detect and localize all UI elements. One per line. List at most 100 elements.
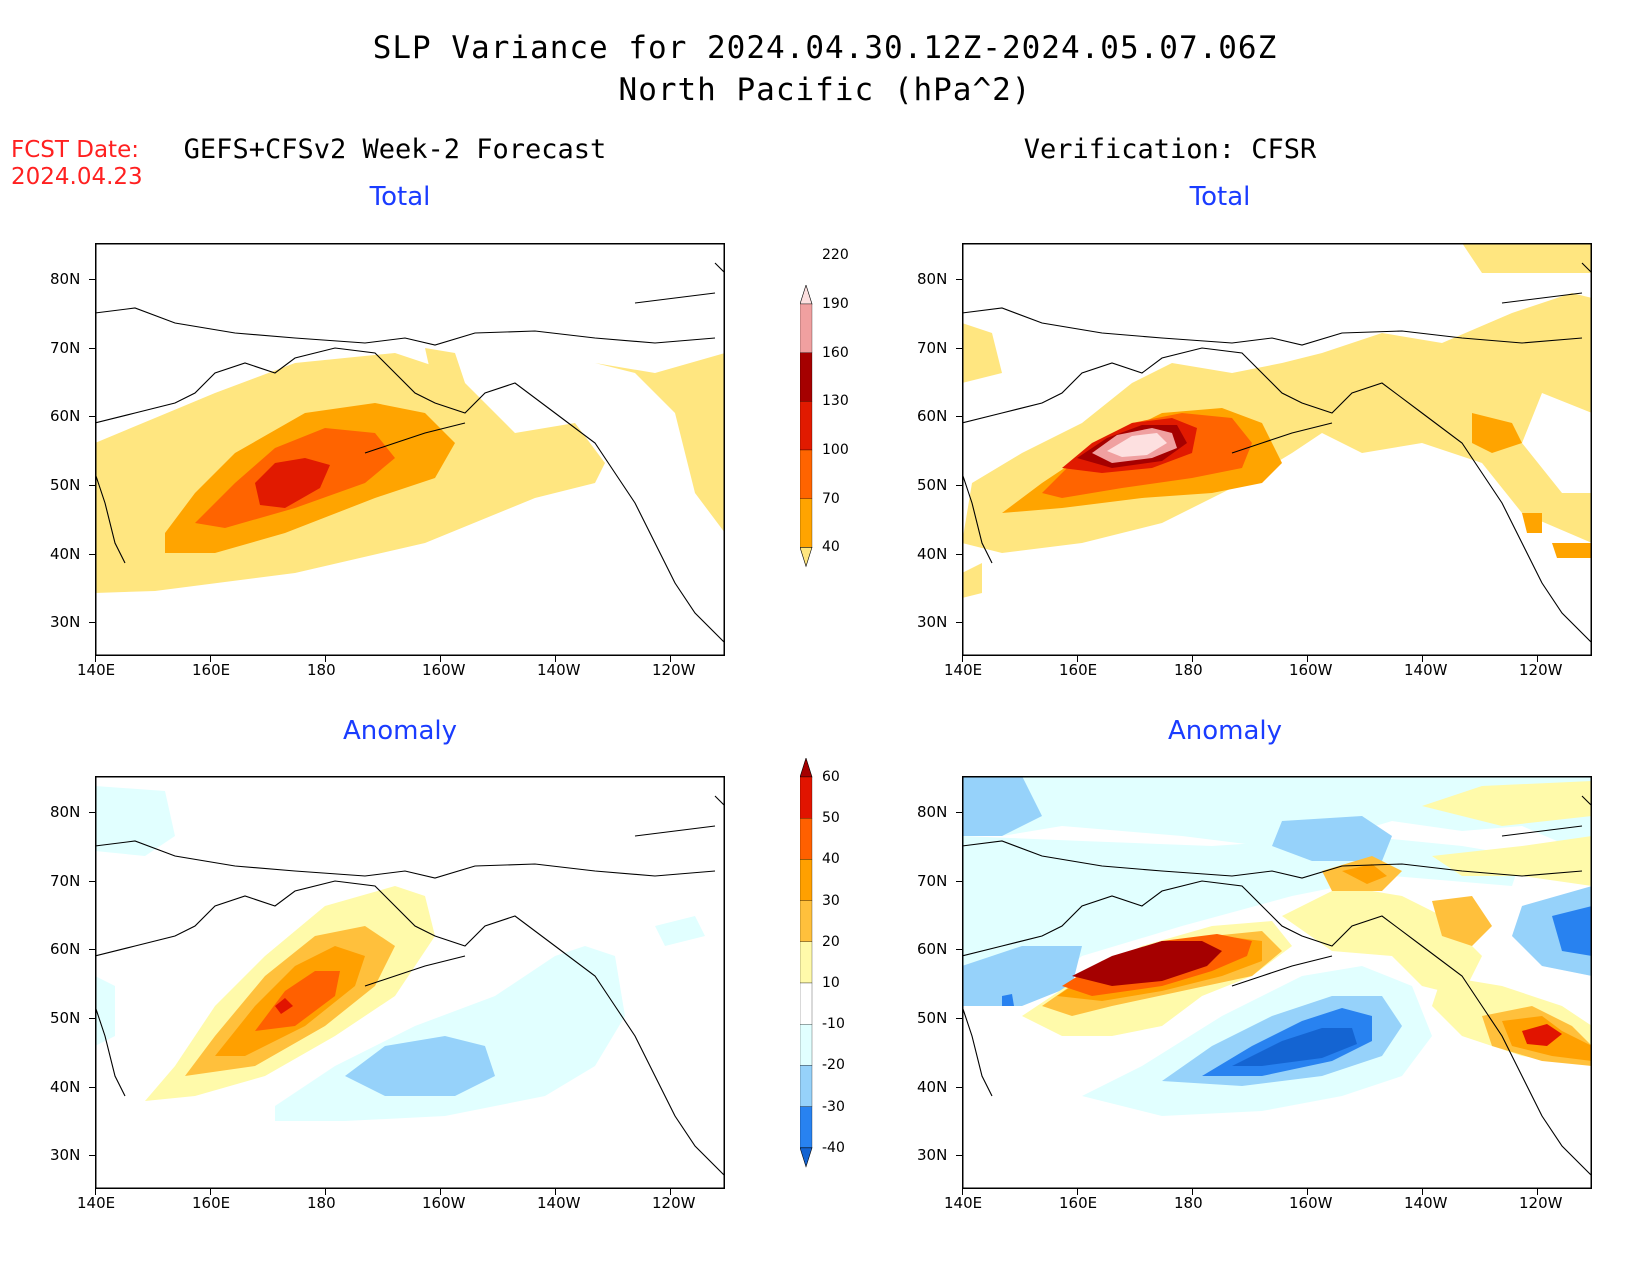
colorbar-total-swatch: [800, 352, 813, 402]
lat-tick-verification-anomaly: [956, 881, 962, 882]
map-panel-forecast-total: [95, 243, 725, 656]
colorbar-total-label: 40: [822, 539, 840, 556]
colorbar-anomaly-swatch: [800, 1024, 813, 1066]
colorbar-total-label: 100: [822, 442, 849, 458]
lat-label-verification-anomaly: 30N: [917, 1146, 948, 1164]
lat-tick-forecast-anomaly: [89, 949, 95, 950]
lat-label-verification-total: 80N: [917, 270, 948, 288]
lat-label-verification-total: 60N: [917, 407, 948, 425]
map-verification-anomaly: [962, 776, 1592, 1189]
lon-tick-forecast-anomaly: [555, 1189, 556, 1195]
lon-label-forecast-total: 180: [307, 661, 336, 679]
lat-tick-verification-total: [956, 485, 962, 486]
colorbar-anomaly-label: -10: [822, 1016, 845, 1033]
lon-tick-forecast-total: [440, 656, 441, 662]
lon-label-forecast-anomaly: 160E: [192, 1194, 231, 1212]
map-forecast-total: [95, 243, 725, 656]
lat-tick-forecast-total: [89, 485, 95, 486]
colorbar-total-label: 190: [822, 296, 849, 312]
lon-label-verification-total: 180: [1174, 661, 1203, 679]
lat-tick-forecast-total: [89, 348, 95, 349]
colorbar-total-label: 70: [822, 490, 840, 507]
lon-label-forecast-anomaly: 120W: [652, 1194, 696, 1212]
colorbar-total-swatches: [800, 285, 813, 568]
lat-label-forecast-anomaly: 60N: [50, 940, 81, 958]
lat-label-verification-total: 50N: [917, 476, 948, 494]
lon-tick-forecast-total: [325, 656, 326, 662]
right-column-title: Verification: CFSR: [1023, 134, 1317, 165]
colorbar-total-label: 160: [822, 344, 849, 361]
lon-tick-forecast-total: [555, 656, 556, 662]
colorbar-anomaly-swatch: [800, 818, 813, 860]
lon-tick-verification-total: [1307, 656, 1308, 662]
lon-label-verification-anomaly: 120W: [1519, 1194, 1563, 1212]
left-column-title: GEFS+CFSv2 Week-2 Forecast: [183, 134, 607, 165]
colorbar-anomaly-swatch: [800, 1065, 813, 1107]
colorbar-anomaly-label: -40: [822, 1139, 845, 1156]
main-title-line2: North Pacific (hPa^2): [618, 72, 1032, 108]
lat-label-verification-anomaly: 50N: [917, 1009, 948, 1027]
lat-label-forecast-anomaly: 30N: [50, 1146, 81, 1164]
lon-label-forecast-total: 140E: [77, 661, 116, 679]
colorbar-anomaly-label: -20: [822, 1057, 845, 1074]
lat-label-forecast-total: 40N: [50, 545, 81, 563]
lon-tick-verification-anomaly: [962, 1189, 963, 1195]
lon-tick-verification-anomaly: [1077, 1189, 1078, 1195]
lat-tick-forecast-anomaly: [89, 881, 95, 882]
colorbar-anomaly-label: 60: [822, 769, 840, 785]
map-panel-verification-anomaly: [962, 776, 1592, 1189]
lon-label-forecast-total: 140W: [537, 661, 581, 679]
lon-tick-forecast-anomaly: [325, 1189, 326, 1195]
colorbar-total-swatch: [800, 401, 813, 451]
lat-label-forecast-total: 70N: [50, 339, 81, 357]
lat-tick-forecast-anomaly: [89, 1155, 95, 1156]
lat-tick-forecast-anomaly: [89, 1018, 95, 1019]
lat-tick-verification-total: [956, 622, 962, 623]
left-top-panel-title: Total: [369, 182, 431, 212]
colorbar-anomaly-label: -30: [822, 1098, 845, 1115]
map-verification-total: [962, 243, 1592, 656]
lon-label-verification-total: 160W: [1289, 661, 1333, 679]
lat-label-forecast-total: 50N: [50, 476, 81, 494]
lat-tick-forecast-total: [89, 279, 95, 280]
lat-label-verification-anomaly: 60N: [917, 940, 948, 958]
lat-label-verification-total: 30N: [917, 613, 948, 631]
colorbar-anomaly-swatches: [800, 758, 813, 1168]
lon-tick-forecast-anomaly: [210, 1189, 211, 1195]
lat-label-forecast-anomaly: 40N: [50, 1078, 81, 1096]
lat-tick-verification-total: [956, 279, 962, 280]
right-bottom-panel-title: Anomaly: [1167, 716, 1283, 746]
lat-label-forecast-anomaly: 80N: [50, 803, 81, 821]
lat-tick-forecast-anomaly: [89, 1087, 95, 1088]
lat-tick-verification-anomaly: [956, 1155, 962, 1156]
map-panel-forecast-anomaly: [95, 776, 725, 1189]
left-bottom-panel-title: Anomaly: [342, 716, 458, 746]
lon-label-forecast-anomaly: 180: [307, 1194, 336, 1212]
lat-label-verification-total: 40N: [917, 545, 948, 563]
colorbar-anomaly: -40 -30 -20 -10 10 20 30 40 50 60: [800, 758, 860, 1208]
lon-tick-forecast-anomaly: [670, 1189, 671, 1195]
lat-tick-verification-total: [956, 554, 962, 555]
fcst-date-label: FCST Date:: [11, 137, 139, 163]
lon-label-forecast-total: 160E: [192, 661, 231, 679]
lat-tick-forecast-total: [89, 416, 95, 417]
lon-label-verification-total: 160E: [1059, 661, 1098, 679]
colorbar-anomaly-swatch-top: [800, 758, 813, 778]
lat-label-forecast-anomaly: 70N: [50, 872, 81, 890]
lon-tick-verification-total: [962, 656, 963, 662]
lon-label-verification-anomaly: 140E: [944, 1194, 983, 1212]
lon-label-forecast-total: 160W: [422, 661, 466, 679]
colorbar-anomaly-swatch: [800, 982, 813, 1025]
lat-tick-verification-anomaly: [956, 812, 962, 813]
colorbar-total: 40 70 100 130 160 190 220: [800, 247, 860, 615]
colorbar-total-swatch: [800, 303, 813, 353]
lon-tick-verification-anomaly: [1422, 1189, 1423, 1195]
colorbar-anomaly-label: 50: [822, 810, 840, 827]
colorbar-anomaly-swatch: [800, 941, 813, 984]
lon-tick-forecast-total: [210, 656, 211, 662]
lat-label-verification-total: 70N: [917, 339, 948, 357]
colorbar-total-swatch-top: [800, 285, 813, 305]
colorbar-anomaly-swatch: [800, 776, 813, 819]
lon-label-verification-anomaly: 160E: [1059, 1194, 1098, 1212]
lat-tick-verification-anomaly: [956, 949, 962, 950]
